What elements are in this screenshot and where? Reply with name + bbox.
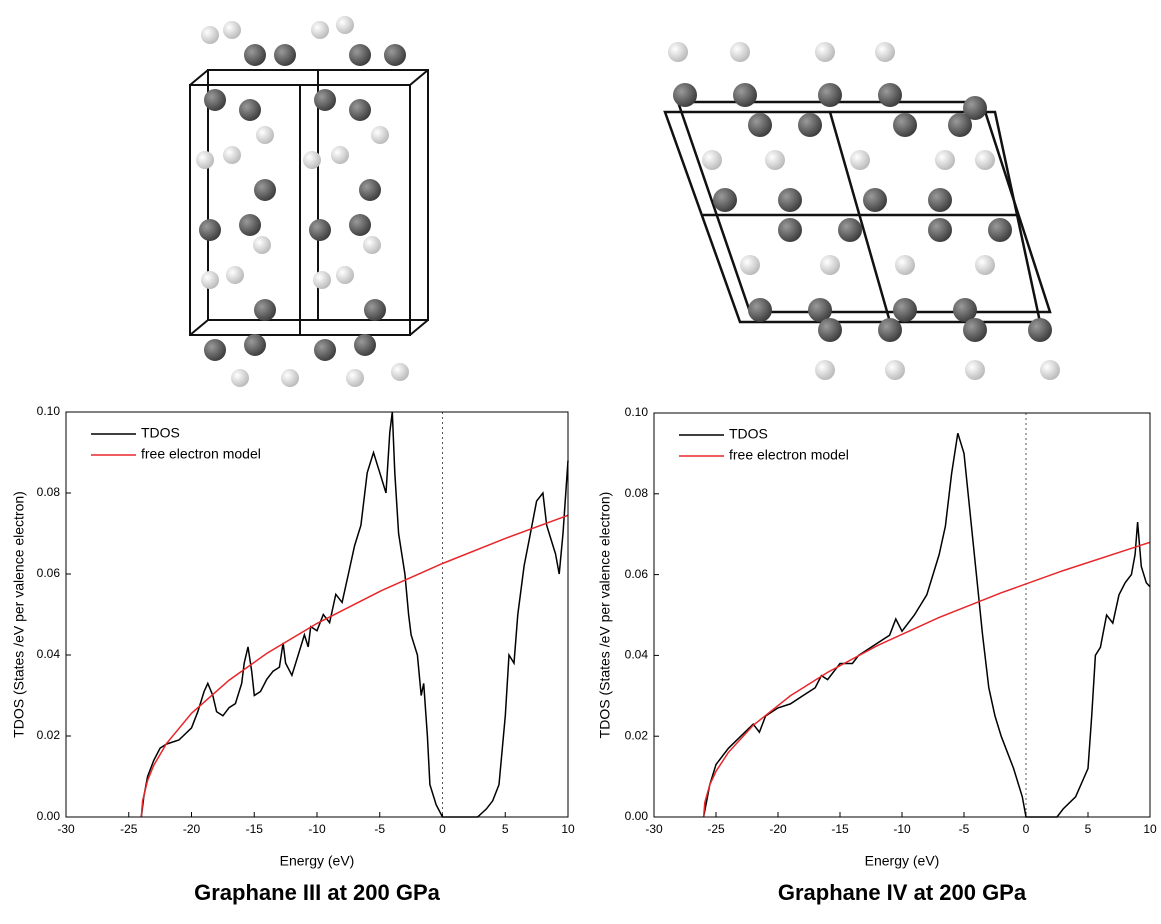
x-axis-label: Energy (eV) (865, 853, 940, 869)
plot-frame (654, 413, 1150, 817)
page: {"chart_data": [ {"type": "line", "title… (0, 0, 1161, 919)
y-tick-label: 0.04 (625, 648, 649, 662)
y-tick-label: 0.00 (625, 809, 649, 823)
x-tick-label: -5 (959, 822, 970, 836)
y-tick-label: 0.02 (625, 728, 649, 742)
x-tick-label: 10 (1143, 822, 1157, 836)
chart-title: Graphane IV at 200 GPa (778, 880, 1027, 905)
y-tick-label: 0.04 (37, 647, 61, 661)
x-tick-label: -25 (120, 822, 138, 836)
x-axis-label: Energy (eV) (280, 853, 355, 869)
y-tick-label: 0.10 (625, 405, 649, 419)
y-tick-label: 0.06 (625, 567, 649, 581)
series-line (704, 542, 1150, 817)
x-tick-label: -5 (374, 822, 385, 836)
x-tick-label: 0 (1023, 822, 1030, 836)
x-tick-label: -30 (645, 822, 663, 836)
y-axis-label: TDOS (States /eV per valence electron) (597, 492, 613, 739)
series-line (141, 515, 568, 817)
x-tick-label: -25 (707, 822, 725, 836)
structure-right (665, 42, 1060, 380)
x-tick-label: -20 (769, 822, 787, 836)
series-line (704, 433, 1150, 817)
legend-label: TDOS (141, 425, 180, 441)
y-tick-label: 0.10 (37, 404, 61, 418)
x-tick-label: 0 (439, 822, 446, 836)
y-axis-label: TDOS (States /eV per valence electron) (11, 491, 27, 738)
x-tick-label: -20 (183, 822, 201, 836)
x-tick-label: -10 (308, 822, 326, 836)
x-tick-label: -15 (831, 822, 849, 836)
x-tick-label: -15 (246, 822, 264, 836)
legend-label: TDOS (729, 426, 768, 442)
chart-title: Graphane III at 200 GPa (194, 880, 441, 905)
legend-label: free electron model (729, 447, 849, 463)
series-line (141, 412, 568, 817)
x-tick-label: 10 (561, 822, 575, 836)
plot-frame (66, 412, 568, 817)
y-tick-label: 0.02 (37, 728, 61, 742)
y-tick-label: 0.06 (37, 566, 61, 580)
y-tick-label: 0.08 (37, 485, 61, 499)
x-tick-label: -10 (893, 822, 911, 836)
structure-left (190, 16, 428, 387)
x-tick-label: 5 (502, 822, 509, 836)
figure: 0.00 0.02 0.04 0.06 0.08 0.10 -30 -25 -20 -15 -10 -… (0, 0, 1161, 919)
legend-label: free electron model (141, 446, 261, 462)
x-tick-label: -30 (57, 822, 75, 836)
y-tick-label: 0.00 (37, 809, 61, 823)
y-tick-label: 0.08 (625, 486, 649, 500)
x-tick-label: 5 (1085, 822, 1092, 836)
